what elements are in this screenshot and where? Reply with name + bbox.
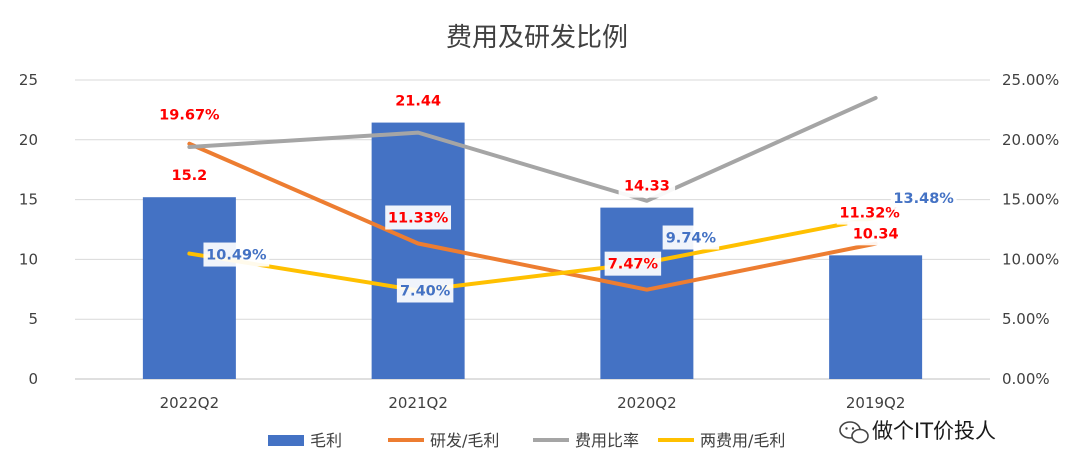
data-label: 11.32% <box>839 206 900 222</box>
data-label: 13.48% <box>893 191 954 207</box>
data-label-bg <box>890 185 957 210</box>
data-label: 21.44 <box>395 94 441 110</box>
bar-series <box>142 122 923 379</box>
data-label: 10.49% <box>206 248 267 264</box>
x-tick-label: 2019Q2 <box>846 394 906 412</box>
axes: 0 5 10 15 20 25 0.00% 5.00% 10.00% 15.00% 20.00% 25… <box>19 71 1059 412</box>
legend-swatch <box>268 435 304 446</box>
y-left-tick-label: 5 <box>28 310 38 328</box>
data-labels: 15.2 21.44 14.33 10.34 19.67% 11.33% 7.47% 11.3… <box>156 88 957 303</box>
data-label-bg <box>203 242 270 267</box>
x-tick-label: 2021Q2 <box>388 394 448 412</box>
data-label-bg <box>396 278 454 303</box>
y-left-tick-label: 15 <box>19 191 38 209</box>
bar <box>829 255 923 379</box>
legend-entry: 两费用/毛利 <box>700 431 785 450</box>
series-line <box>187 215 878 293</box>
data-label: 9.74% <box>666 231 717 247</box>
chart-title: 费用及研发比例 <box>446 23 628 53</box>
legend-entry: 毛利 <box>310 431 342 450</box>
legend-entry: 费用比率 <box>575 431 639 450</box>
legend-entry: 研发/毛利 <box>430 431 499 450</box>
y-right-tick-label: 5.00% <box>1002 310 1050 328</box>
data-label-bg <box>385 205 452 230</box>
y-left-tick-label: 10 <box>19 250 38 268</box>
x-tick-label: 2022Q2 <box>160 394 220 412</box>
watermark-text: 做个IT价投人 <box>872 419 996 443</box>
x-tick-label: 2020Q2 <box>617 394 677 412</box>
data-label-bg <box>165 163 213 188</box>
y-right-tick-label: 25.00% <box>1002 71 1059 89</box>
data-label: 7.47% <box>608 257 659 273</box>
y-left-tick-label: 25 <box>19 71 38 89</box>
data-label-bg <box>618 173 676 198</box>
y-right-tick-label: 0.00% <box>1002 370 1050 388</box>
data-label: 14.33 <box>624 179 670 195</box>
data-label: 15.2 <box>171 168 207 184</box>
line-series <box>187 95 878 293</box>
legend: 毛利 研发/毛利 费用比率 两费用/毛利 <box>268 431 785 450</box>
y-right-tick-label: 10.00% <box>1002 250 1059 268</box>
y-right-tick-label: 15.00% <box>1002 191 1059 209</box>
data-label: 10.34 <box>853 226 899 242</box>
data-label-bg <box>389 88 447 113</box>
data-label-bg <box>604 251 662 276</box>
watermark: 做个IT价投人 <box>839 419 996 444</box>
data-label: 11.33% <box>388 210 449 226</box>
wechat-icon <box>839 421 869 444</box>
bar <box>142 197 236 379</box>
data-label-bg <box>156 102 223 127</box>
data-label-bg <box>662 225 720 250</box>
data-label-bg <box>847 221 904 246</box>
y-left-tick-label: 0 <box>28 370 38 388</box>
data-label: 19.67% <box>159 108 220 124</box>
series-line <box>187 95 878 203</box>
data-label: 7.40% <box>400 283 451 299</box>
y-left-tick-label: 20 <box>19 131 38 149</box>
series-line <box>187 141 878 292</box>
y-right-tick-label: 20.00% <box>1002 131 1059 149</box>
